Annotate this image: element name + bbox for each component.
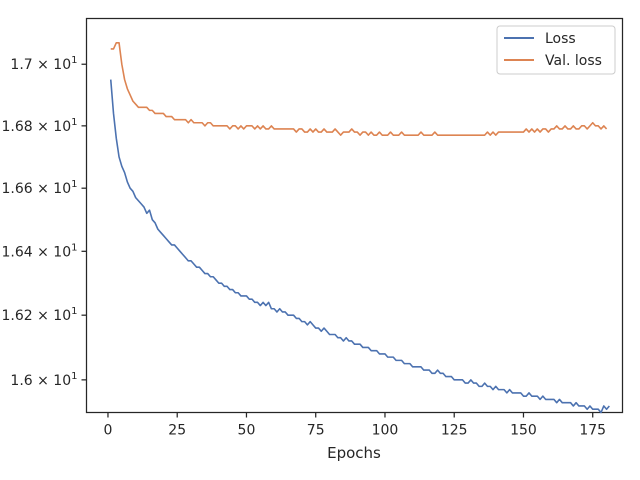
y-tick-label: 1.66 × 101 xyxy=(2,179,78,197)
y-axis: 1.6 × 101 1.62 × 101 1.64 × 101 1.66 × 101 1… xyxy=(2,55,87,389)
x-tick-label: 175 xyxy=(579,423,606,439)
x-axis: 0 25 50 75 100 125 150 175 xyxy=(104,412,606,439)
y-tick-label: 1.7 × 101 xyxy=(10,55,77,73)
series-lines xyxy=(109,42,610,414)
x-axis-label: Epochs xyxy=(327,444,381,462)
x-tick-label: 75 xyxy=(307,423,325,439)
series-line-loss xyxy=(109,79,610,414)
x-tick-label: 50 xyxy=(238,423,256,439)
x-tick-label: 25 xyxy=(168,423,186,439)
x-tick-label: 125 xyxy=(441,423,468,439)
series-line-val-loss xyxy=(110,42,608,136)
y-tick-label: 1.62 × 101 xyxy=(2,306,78,324)
legend-label-val-loss: Val. loss xyxy=(545,53,602,69)
y-tick-label: 1.64 × 101 xyxy=(2,242,78,260)
legend: Loss Val. loss xyxy=(496,25,616,75)
x-tick-label: 100 xyxy=(372,423,399,439)
legend-label-loss: Loss xyxy=(545,31,576,47)
y-tick-label: 1.6 × 101 xyxy=(10,371,77,389)
y-tick-label: 1.68 × 101 xyxy=(2,117,78,135)
x-tick-label: 0 xyxy=(104,423,113,439)
x-tick-label: 150 xyxy=(510,423,537,439)
plot-area xyxy=(85,17,624,414)
